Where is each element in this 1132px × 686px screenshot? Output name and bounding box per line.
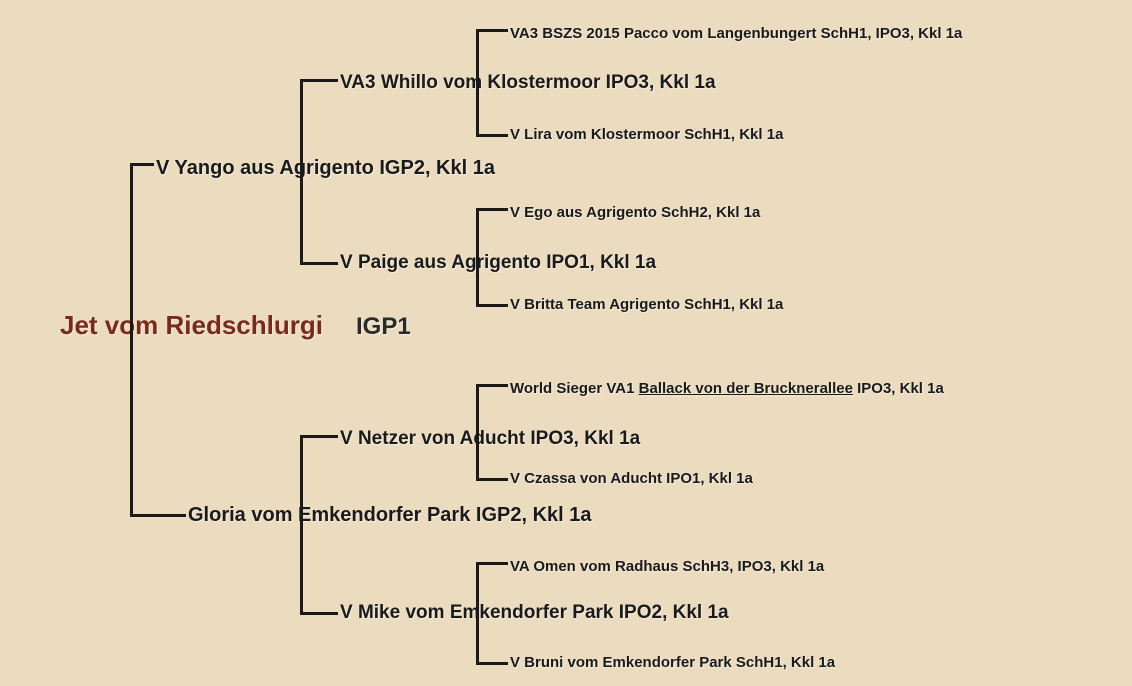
dss-suffix: IPO3, Kkl 1a: [853, 380, 944, 397]
conn-dam-vert: [300, 438, 303, 614]
subject-name: Jet vom Riedschlurgi: [60, 310, 323, 341]
dam-sire: V Netzer von Aducht IPO3, Kkl 1a: [340, 428, 640, 450]
conn-sire-vert: [300, 82, 303, 264]
conn-ss-to-ssd: [476, 134, 508, 137]
sire-sire: VA3 Whillo vom Klostermoor IPO3, Kkl 1a: [340, 72, 716, 94]
dam-dam: V Mike vom Emkendorfer Park IPO2, Kkl 1a: [340, 602, 729, 624]
conn-ss-vert: [476, 32, 479, 136]
conn-dd-to-ddd: [476, 662, 508, 665]
dss-link[interactable]: Ballack von der Brucknerallee: [639, 380, 853, 397]
dam-sire-dam: V Czassa von Aducht IPO1, Kkl 1a: [510, 470, 753, 487]
subject-titles: IGP1: [356, 313, 411, 341]
conn-ds-to-dsd: [476, 478, 508, 481]
conn-ss-to-sss: [476, 29, 508, 32]
sire-dam: V Paige aus Agrigento IPO1, Kkl 1a: [340, 252, 656, 274]
conn-sire-to-ss: [300, 79, 338, 82]
conn-ds-vert: [476, 387, 479, 480]
conn-dam-to-ds: [300, 435, 338, 438]
conn-sire-to-sd: [300, 262, 338, 265]
dam-dam-sire: VA Omen vom Radhaus SchH3, IPO3, Kkl 1a: [510, 558, 824, 575]
dam-sire-sire[interactable]: World Sieger VA1 Ballack von der Bruckne…: [510, 380, 944, 397]
conn-subject-vert: [130, 166, 133, 516]
sire-dam-sire: V Ego aus Agrigento SchH2, Kkl 1a: [510, 204, 760, 221]
sire-sire-sire: VA3 BSZS 2015 Pacco vom Langenbungert Sc…: [510, 25, 962, 42]
sire-sire-dam: V Lira vom Klostermoor SchH1, Kkl 1a: [510, 126, 783, 143]
conn-ds-to-dss: [476, 384, 508, 387]
conn-sd-to-sds: [476, 208, 508, 211]
conn-subject-to-dam: [130, 514, 186, 517]
dam-dam-dam: V Bruni vom Emkendorfer Park SchH1, Kkl …: [510, 654, 835, 671]
dam: Gloria vom Emkendorfer Park IGP2, Kkl 1a: [188, 504, 592, 527]
sire-dam-dam: V Britta Team Agrigento SchH1, Kkl 1a: [510, 296, 783, 313]
conn-sd-vert: [476, 211, 479, 306]
conn-dd-vert: [476, 565, 479, 664]
conn-dam-to-dd: [300, 612, 338, 615]
sire: V Yango aus Agrigento IGP2, Kkl 1a: [156, 157, 495, 180]
dss-prefix: World Sieger VA1: [510, 380, 639, 397]
conn-subject-to-sire: [130, 163, 154, 166]
conn-sd-to-sdd: [476, 304, 508, 307]
conn-dd-to-dds: [476, 562, 508, 565]
